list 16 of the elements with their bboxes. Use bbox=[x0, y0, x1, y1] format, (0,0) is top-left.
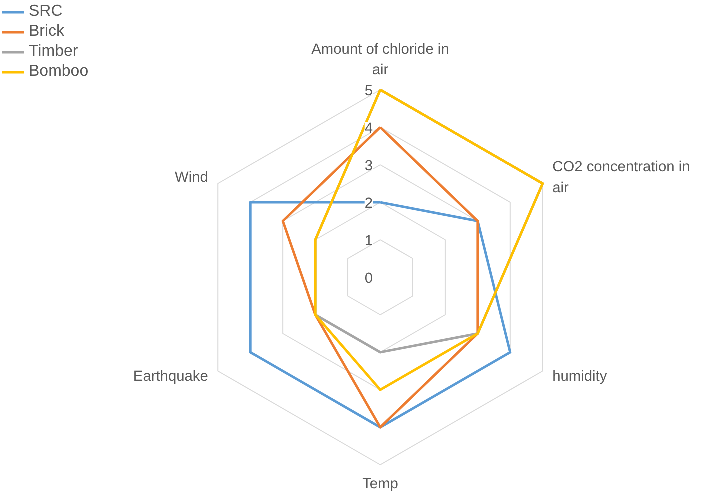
y-tick-label: 3 bbox=[364, 158, 374, 174]
spoke-label: Amount of chloride in air bbox=[312, 42, 450, 79]
y-tick-label: 0 bbox=[364, 271, 374, 287]
legend-label: SRC bbox=[29, 3, 63, 21]
spoke-label: Earthquake bbox=[133, 368, 208, 385]
y-tick-label: 5 bbox=[364, 84, 374, 100]
spoke-label: CO2 concentration in air bbox=[552, 160, 690, 197]
legend-label: Bomboo bbox=[29, 63, 89, 81]
legend-label: Brick bbox=[29, 23, 65, 41]
spoke-label: Wind bbox=[174, 170, 208, 186]
y-tick-label: 4 bbox=[364, 121, 374, 137]
spoke-label: humidity bbox=[552, 368, 608, 385]
legend-label: Timber bbox=[29, 43, 78, 61]
spoke-label: Temp bbox=[362, 476, 398, 492]
y-tick-label: 2 bbox=[364, 196, 374, 212]
y-tick-label: 1 bbox=[364, 234, 374, 250]
